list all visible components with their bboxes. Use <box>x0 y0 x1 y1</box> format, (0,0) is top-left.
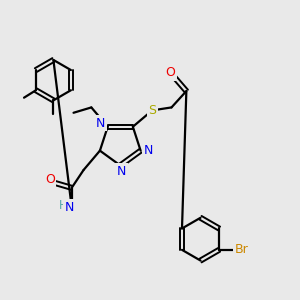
Text: S: S <box>148 104 156 117</box>
Text: O: O <box>165 66 175 79</box>
Text: Br: Br <box>235 243 249 256</box>
Text: N: N <box>64 201 74 214</box>
Text: N: N <box>143 144 153 157</box>
Text: O: O <box>45 173 55 186</box>
Text: H: H <box>59 199 68 212</box>
Text: N: N <box>117 165 127 178</box>
Text: N: N <box>96 117 105 130</box>
